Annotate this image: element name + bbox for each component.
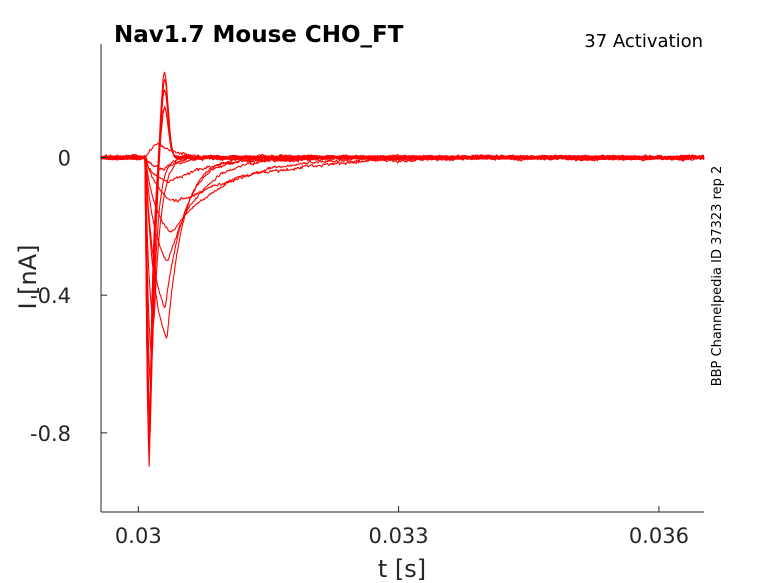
x-axis-label: t [s] [378, 555, 426, 583]
y-tick-label: -0.4 [30, 284, 71, 308]
y-tick-label: 0 [58, 147, 71, 171]
x-tick-label: 0.036 [629, 524, 689, 548]
y-axis-label: I [nA] [14, 244, 42, 309]
x-tick-group: 0.03 0.033 0.036 [115, 506, 689, 548]
chart-subtitle: 37 Activation [584, 31, 703, 52]
channelpedia-id-note: BBP Channelpedia ID 37323 rep 2 [710, 166, 725, 387]
trace-group [100, 71, 705, 467]
x-tick-label: 0.033 [369, 524, 429, 548]
current-trace [100, 142, 705, 162]
y-tick-group: 0 -0.4 -0.8 [30, 147, 107, 446]
current-trace [100, 153, 705, 171]
y-tick-label: -0.8 [30, 422, 71, 446]
chart-title: Nav1.7 Mouse CHO_FT [114, 22, 404, 48]
x-tick-label: 0.03 [115, 524, 162, 548]
